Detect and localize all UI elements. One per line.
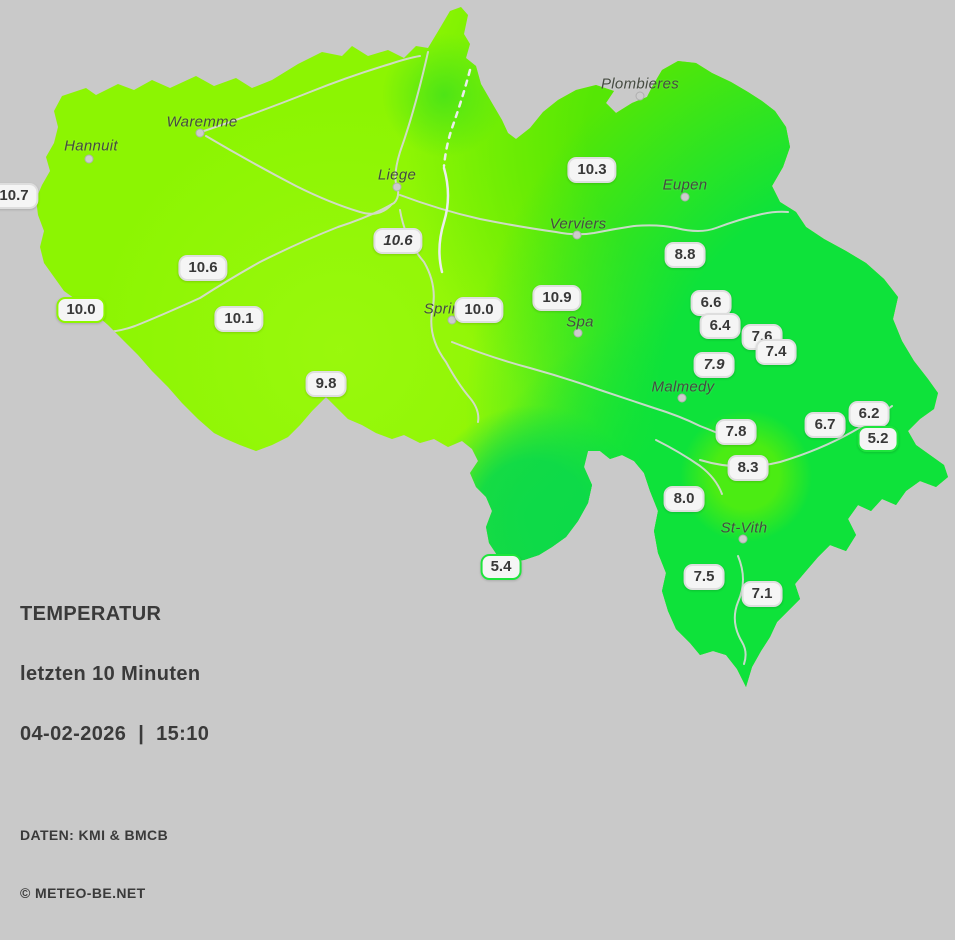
map-datetime: 04-02-2026 | 15:10 xyxy=(20,723,210,745)
footer: TEMPERATUR letzten 10 Minuten 04-02-2026… xyxy=(20,566,209,940)
weather-map-stage: Hannuit Waremme Liege Verviers Plombieres Eup… xyxy=(0,7,948,901)
province-border xyxy=(438,166,450,274)
river-vesdre xyxy=(399,194,789,236)
river-meuse xyxy=(103,51,429,333)
map-subtitle: letzten 10 Minuten xyxy=(20,663,201,685)
river-ourthe xyxy=(399,209,480,423)
road-waremme-north xyxy=(203,55,421,132)
river-our xyxy=(733,555,747,665)
copyright: © METEO-BE.NET xyxy=(20,885,146,901)
river-south-branch xyxy=(655,439,723,495)
road-waremme-liege xyxy=(205,135,393,215)
river-ambleve xyxy=(451,341,729,439)
country-border-dashed xyxy=(442,68,472,168)
map-title: TEMPERATUR xyxy=(20,603,162,625)
border-lines xyxy=(438,68,472,274)
data-source: DATEN: KMI & BMCB xyxy=(20,827,169,843)
